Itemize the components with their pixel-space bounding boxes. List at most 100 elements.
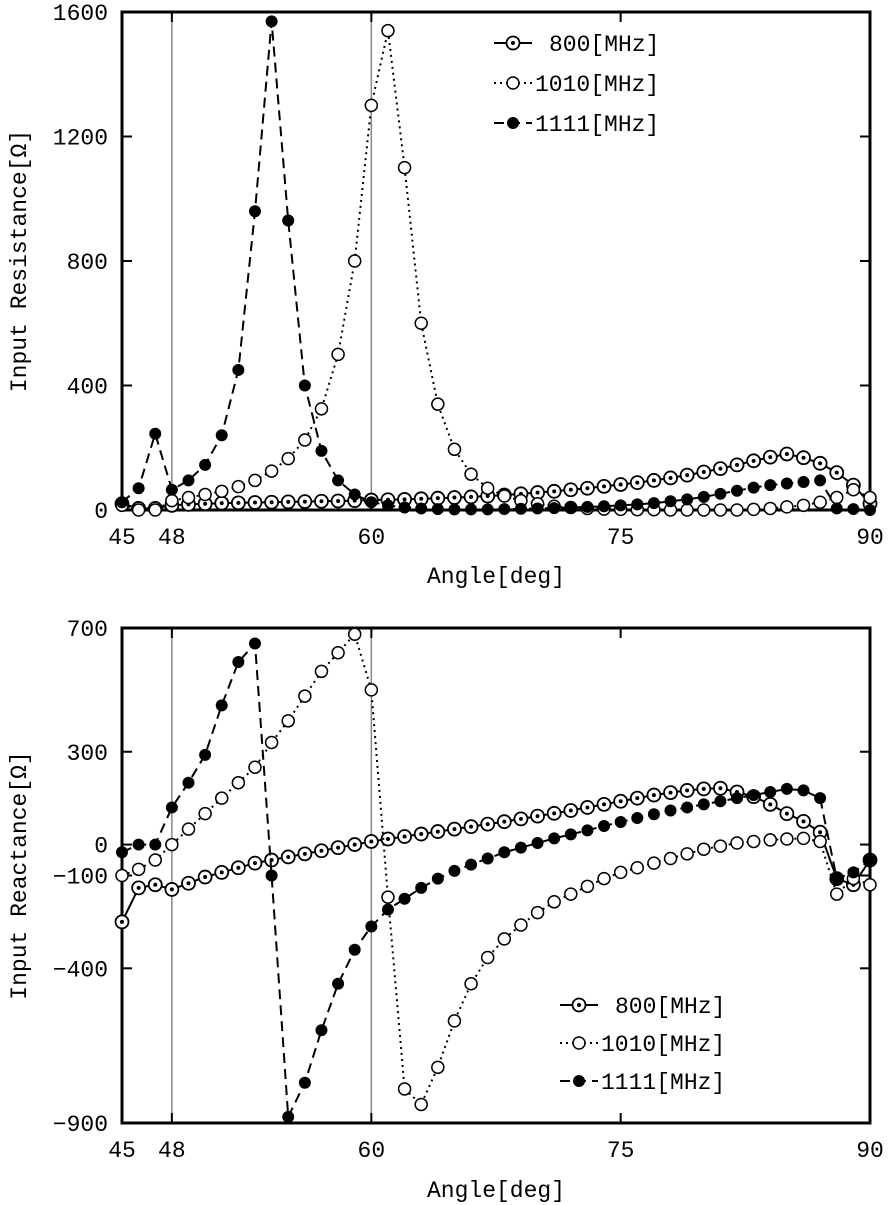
marker-ring	[830, 887, 844, 901]
marker-dot	[598, 820, 611, 832]
data-point	[730, 836, 744, 850]
data-point	[181, 875, 196, 891]
marker-center	[635, 796, 640, 801]
data-point	[131, 503, 146, 517]
marker-center	[518, 816, 523, 821]
data-point	[182, 474, 195, 487]
y-tick-label: 800	[67, 250, 108, 276]
marker-dot	[507, 117, 519, 129]
data-point	[631, 811, 644, 824]
data-point	[264, 494, 280, 510]
data-point	[464, 467, 478, 481]
data-point	[647, 497, 660, 510]
data-point	[829, 465, 845, 481]
data-point	[746, 834, 761, 849]
x-tick-label: 60	[358, 1138, 386, 1164]
data-point	[729, 457, 745, 473]
series-2	[115, 23, 877, 517]
marker-center	[668, 790, 673, 795]
data-point	[447, 442, 462, 457]
marker-dot	[431, 503, 444, 516]
data-point	[181, 822, 196, 836]
data-point	[614, 499, 627, 512]
marker-ring	[813, 495, 827, 509]
marker-ring	[331, 347, 345, 362]
data-point	[148, 853, 162, 867]
x-tick-label: 48	[158, 525, 186, 551]
data-point	[812, 455, 828, 471]
marker-ring	[746, 834, 761, 849]
data-point	[546, 483, 562, 499]
marker-ring	[680, 847, 694, 861]
marker-dot	[149, 838, 162, 851]
marker-ring	[746, 502, 761, 517]
marker-center	[585, 486, 590, 491]
data-point	[463, 819, 479, 835]
data-point	[431, 872, 444, 885]
series-2	[115, 627, 877, 1112]
y-tick-label: 1200	[53, 126, 108, 152]
legend-label: 1010[MHz]	[535, 72, 659, 98]
data-point	[248, 760, 262, 774]
data-point	[247, 495, 263, 510]
marker-dot	[282, 214, 295, 227]
marker-center	[269, 858, 274, 863]
marker-dot	[681, 801, 694, 814]
data-point	[813, 495, 827, 509]
marker-ring	[281, 451, 295, 466]
data-point	[714, 487, 727, 500]
marker-ring	[298, 433, 312, 447]
data-point	[814, 792, 827, 805]
data-point	[164, 882, 180, 897]
marker-dot	[847, 503, 860, 516]
data-point	[796, 450, 811, 466]
data-point	[629, 790, 645, 806]
data-point	[713, 461, 728, 477]
marker-center	[718, 466, 723, 471]
marker-dot	[498, 846, 511, 859]
data-point	[498, 503, 511, 516]
marker-ring	[497, 932, 512, 946]
data-point	[480, 481, 495, 495]
marker-dot	[398, 501, 411, 514]
data-point	[564, 828, 577, 841]
marker-dot	[415, 881, 428, 894]
x-axis-label: Angle[deg]	[427, 1178, 565, 1204]
x-tick-label: 48	[158, 1138, 186, 1164]
legend-label: 800[MHz]	[615, 994, 725, 1020]
chart-1: 45 48 60 75 90 0 400 800 1200 1600 Angle[deg] Input…	[7, 1, 884, 590]
data-point	[447, 490, 462, 505]
data-point	[198, 806, 212, 821]
marker-center	[203, 875, 208, 880]
marker-center	[552, 811, 557, 816]
data-point	[629, 475, 645, 491]
data-point	[697, 503, 711, 517]
marker-dot	[780, 782, 793, 795]
marker-ring	[580, 879, 595, 894]
marker-center	[602, 802, 607, 807]
marker-center	[685, 788, 690, 793]
data-point	[314, 402, 329, 416]
data-point	[198, 487, 212, 502]
data-point	[664, 495, 677, 508]
data-point	[763, 833, 778, 847]
marker-dot	[199, 748, 212, 761]
marker-center	[369, 839, 374, 844]
data-point	[230, 860, 246, 876]
marker-dot	[531, 837, 544, 850]
marker-dot	[864, 854, 876, 867]
data-point	[830, 887, 844, 901]
data-point	[364, 98, 379, 113]
series-1	[114, 780, 878, 930]
marker-center	[801, 819, 806, 824]
data-point	[397, 1082, 412, 1096]
data-point	[514, 502, 527, 515]
data-point	[514, 918, 528, 932]
data-point	[663, 785, 678, 800]
x-tick-label: 90	[856, 1138, 884, 1164]
marker-center	[718, 786, 723, 791]
data-point	[647, 808, 660, 821]
series-line	[121, 30, 871, 511]
marker-dot	[847, 866, 860, 879]
marker-ring	[115, 868, 129, 883]
